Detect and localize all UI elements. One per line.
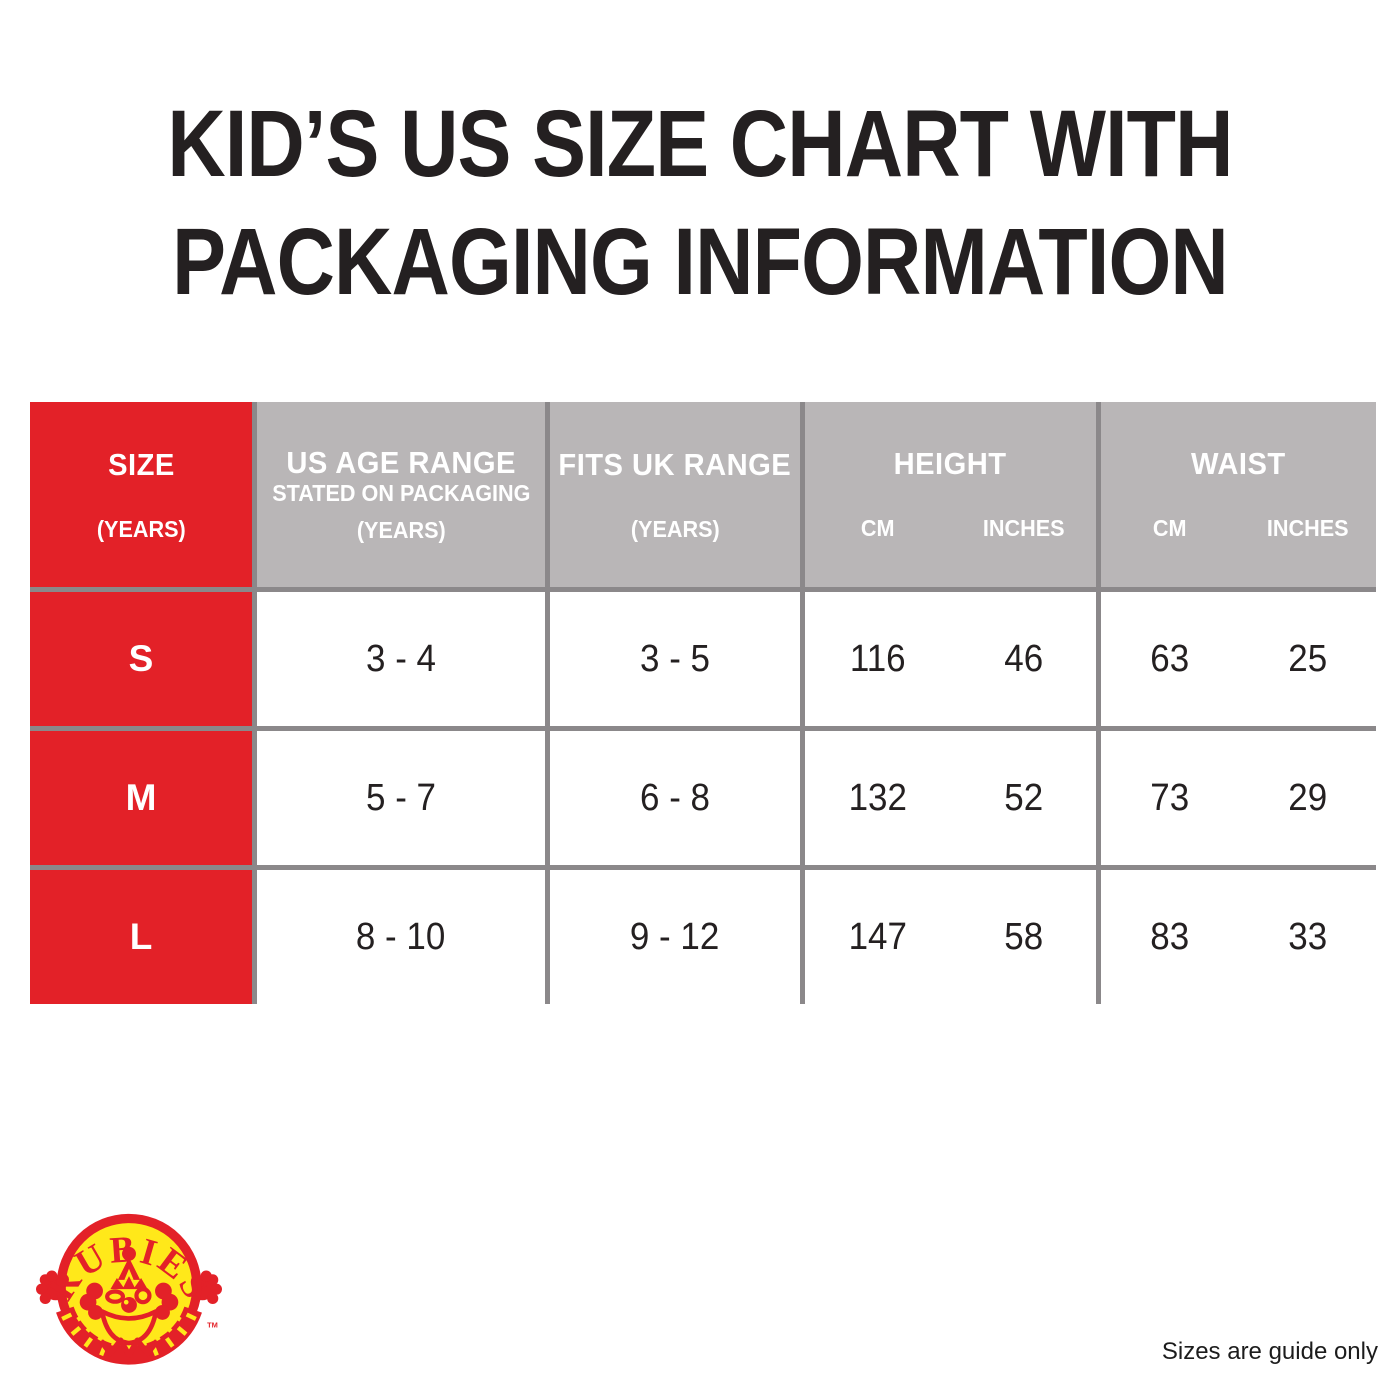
table-row-s-height: 116 46 (805, 592, 1096, 726)
header-cell-size: SIZE (YEARS) (30, 402, 252, 587)
value-us-age-s: 3 - 4 (366, 637, 436, 680)
value-waist-cm-m: 73 (1150, 776, 1190, 819)
clown-hair-icon (79, 1282, 179, 1320)
value-waist-cm-l: 83 (1150, 915, 1190, 958)
table-row-l-us-age: 8 - 10 (257, 870, 545, 1004)
value-us-age-m: 5 - 7 (366, 776, 436, 819)
header-size-label: SIZE (107, 446, 175, 482)
value-height-cm-m: 132 (848, 776, 907, 819)
table-row-m-waist: 73 29 (1101, 731, 1376, 865)
value-height-inches-l: 58 (1003, 915, 1043, 958)
table-row-l-waist: 83 33 (1101, 870, 1376, 1004)
value-waist-inches-m: 29 (1287, 776, 1327, 819)
header-cell-us-age: US AGE RANGE STATED ON PACKAGING (YEARS) (257, 402, 545, 587)
header-size-sub: (YEARS) (96, 515, 186, 542)
value-uk-range-s: 3 - 5 (640, 637, 710, 680)
table-row-l-height: 147 58 (805, 870, 1096, 1004)
clown-crown-icon (110, 1276, 148, 1290)
value-us-age-l: 8 - 10 (356, 915, 446, 958)
header-uk-sub: (YEARS) (630, 515, 720, 542)
logo-trademark: TM (207, 1320, 218, 1329)
clown-face-icon (99, 1287, 159, 1346)
header-cell-waist: WAIST CM INCHES (1101, 402, 1376, 587)
value-waist-inches-l: 33 (1287, 915, 1327, 958)
size-label-s: S (128, 638, 154, 679)
header-waist-inches: INCHES (1266, 515, 1349, 541)
table-row-s-size-cell: S (30, 592, 252, 726)
value-waist-inches-s: 25 (1287, 637, 1327, 680)
page-title: KID’S US SIZE CHART WITH PACKAGING INFOR… (0, 85, 1400, 321)
header-waist-label: WAIST (1191, 446, 1286, 481)
clown-collar-icon (98, 1337, 160, 1358)
header-uk-label: FITS UK RANGE (558, 446, 792, 482)
table-row-m-uk-range: 6 - 8 (550, 731, 800, 865)
header-cell-height: HEIGHT CM INCHES (805, 402, 1096, 587)
clown-hat-figure-icon (117, 1246, 141, 1280)
table-row-s-waist: 63 25 (1101, 592, 1376, 726)
header-cell-uk-range: FITS UK RANGE (YEARS) (550, 402, 800, 587)
value-height-cm-s: 116 (849, 637, 906, 680)
header-waist-cm: CM (1152, 515, 1187, 541)
value-uk-range-l: 9 - 12 (630, 915, 720, 958)
table-row-s-uk-range: 3 - 5 (550, 592, 800, 726)
value-height-inches-s: 46 (1003, 637, 1043, 680)
header-height-cm: CM (860, 515, 895, 541)
value-waist-cm-s: 63 (1150, 637, 1190, 680)
size-label-m: M (125, 777, 157, 818)
page-title-line2: PACKAGING INFORMATION (172, 209, 1229, 315)
header-us-age-sub2: (YEARS) (356, 517, 446, 543)
table-row-l-size-cell: L (30, 870, 252, 1004)
header-height-inches: INCHES (982, 515, 1065, 541)
page-title-line1: KID’S US SIZE CHART WITH (167, 91, 1233, 197)
header-us-age-label: US AGE RANGE (286, 445, 516, 480)
table-row-s-us-age: 3 - 4 (257, 592, 545, 726)
header-waist-units: CM INCHES (1101, 515, 1376, 542)
value-height-inches-m: 52 (1003, 776, 1043, 819)
value-uk-range-m: 6 - 8 (640, 776, 710, 819)
table-row-l-uk-range: 9 - 12 (550, 870, 800, 1004)
rubies-logo: RUBIES (36, 1196, 222, 1373)
header-height-label: HEIGHT (894, 446, 1007, 481)
table-row-m-height: 132 52 (805, 731, 1096, 865)
sizes-guide-note: Sizes are guide only (1161, 1338, 1378, 1365)
size-chart-table: SIZE (YEARS) US AGE RANGE STATED ON PACK… (30, 402, 1376, 1004)
header-us-age-sub1: STATED ON PACKAGING (271, 480, 531, 506)
size-label-l: L (129, 916, 153, 957)
table-row-m-size-cell: M (30, 731, 252, 865)
header-height-units: CM INCHES (805, 515, 1096, 542)
rubies-clown-logo-graphic: RUBIES (36, 1213, 222, 1365)
table-row-m-us-age: 5 - 7 (257, 731, 545, 865)
value-height-cm-l: 147 (848, 915, 907, 958)
